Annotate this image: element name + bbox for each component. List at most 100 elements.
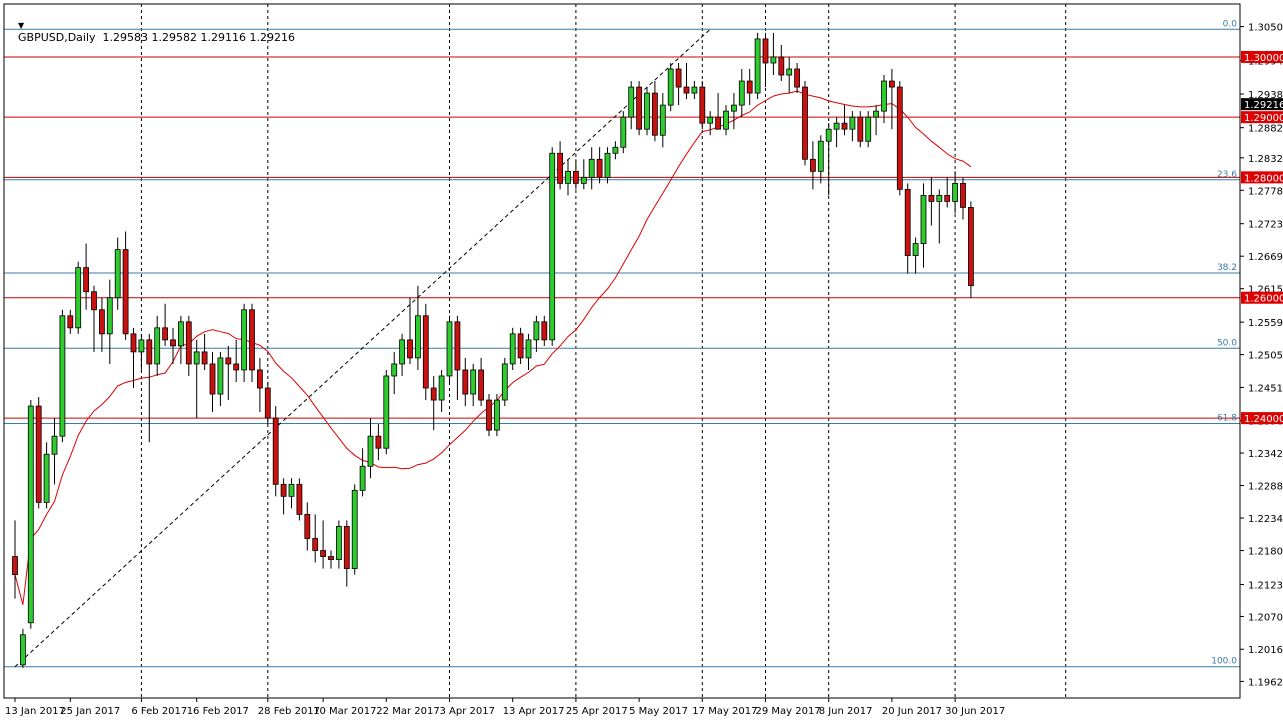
candle-body <box>359 465 366 491</box>
candle-body <box>691 86 698 94</box>
candle <box>525 333 532 370</box>
candle-body <box>280 483 287 497</box>
x-tick-label: 6 Feb 2017 <box>131 706 187 717</box>
trendline <box>14 28 711 668</box>
x-tick-label: 5 May 2017 <box>629 706 688 717</box>
candle <box>233 339 240 382</box>
candle-body <box>525 339 532 359</box>
candle-body <box>146 339 153 365</box>
candle <box>896 81 903 196</box>
candle <box>573 159 579 190</box>
candle-body <box>438 375 445 401</box>
candle <box>849 111 856 142</box>
candle <box>83 243 89 310</box>
y-tick-label: 1.21800 <box>1248 547 1283 558</box>
y-tick-label: 1.28825 <box>1248 124 1283 135</box>
y-tick-label: 1.26690 <box>1248 252 1283 263</box>
candle-body <box>470 369 477 395</box>
candle-body <box>256 369 263 389</box>
x-tick-label: 13 Apr 2017 <box>503 706 565 717</box>
candle <box>691 81 698 100</box>
x-tick-label: 3 Apr 2017 <box>440 706 495 717</box>
candle-body <box>51 435 58 455</box>
candle-body <box>399 339 406 365</box>
candle-body <box>217 357 224 395</box>
x-tick-label: 10 Mar 2017 <box>313 706 376 717</box>
level-price-box <box>1241 171 1283 184</box>
candle <box>75 261 82 334</box>
candle <box>699 81 706 130</box>
candle <box>486 394 492 437</box>
candle-body <box>154 327 161 365</box>
y-tick-label: 1.23420 <box>1248 449 1283 460</box>
candle <box>59 309 66 443</box>
candle <box>51 418 58 485</box>
candle <box>249 303 255 382</box>
moving-average <box>14 90 972 605</box>
candle-body <box>185 321 192 365</box>
candle <box>952 171 958 214</box>
candle-body <box>707 116 714 124</box>
dropdown-arrow-icon[interactable]: ▼ <box>18 21 25 30</box>
y-tick-label: 1.21235 <box>1248 581 1283 592</box>
candle <box>565 159 571 196</box>
candle <box>470 363 477 407</box>
candle <box>588 147 595 190</box>
candle-body <box>12 556 18 576</box>
candle <box>715 93 721 130</box>
candle-body <box>233 363 240 371</box>
level-price-label: 1.28000 <box>1244 173 1283 184</box>
candle <box>462 357 469 407</box>
candle-body <box>335 526 342 560</box>
candle <box>968 201 974 298</box>
candle <box>201 333 208 370</box>
candle-body <box>738 80 745 106</box>
candle-body <box>794 68 800 88</box>
candle <box>746 69 753 106</box>
candle-body <box>580 176 587 184</box>
candle <box>359 448 366 497</box>
x-tick-label: 29 May 2017 <box>756 706 821 717</box>
candle <box>960 177 966 220</box>
candle-body <box>541 321 548 341</box>
candle <box>130 327 137 389</box>
candle-body <box>493 399 500 431</box>
candle <box>920 183 927 268</box>
level-price-box <box>1241 291 1283 304</box>
candle-body <box>644 92 650 130</box>
candle-body <box>225 357 232 365</box>
fib-label: 23.6 <box>1217 170 1237 180</box>
candle <box>343 520 350 587</box>
candle <box>225 345 232 401</box>
candle-body <box>446 321 453 377</box>
candle-body <box>533 321 540 341</box>
current-price-box <box>1241 98 1283 111</box>
candle-body <box>304 514 311 539</box>
candle-body <box>715 116 721 130</box>
candle-body <box>249 309 255 371</box>
y-tick-label: 1.29385 <box>1248 90 1283 101</box>
candle-body <box>904 188 911 256</box>
candle-body <box>849 116 856 130</box>
candle <box>754 32 761 100</box>
candle-body <box>59 315 66 437</box>
candle-body <box>896 86 903 190</box>
candle-body <box>881 80 887 112</box>
x-tick-label: 30 Jun 2017 <box>945 706 1005 717</box>
candle <box>770 32 777 76</box>
candle <box>414 285 421 370</box>
chart-header: ▼ GBPUSD,Daily 1.29583 1.29582 1.29116 1… <box>4 5 295 57</box>
candle-body <box>351 489 358 569</box>
candle <box>707 111 714 136</box>
candle <box>367 418 374 479</box>
level-price-label: 1.26000 <box>1244 294 1283 305</box>
candle-body <box>343 526 350 569</box>
candle <box>27 400 34 629</box>
candle <box>296 478 303 521</box>
candle-body <box>770 56 777 64</box>
y-tick-label: 1.25055 <box>1248 351 1283 362</box>
candle <box>580 159 587 190</box>
candle <box>620 111 627 154</box>
